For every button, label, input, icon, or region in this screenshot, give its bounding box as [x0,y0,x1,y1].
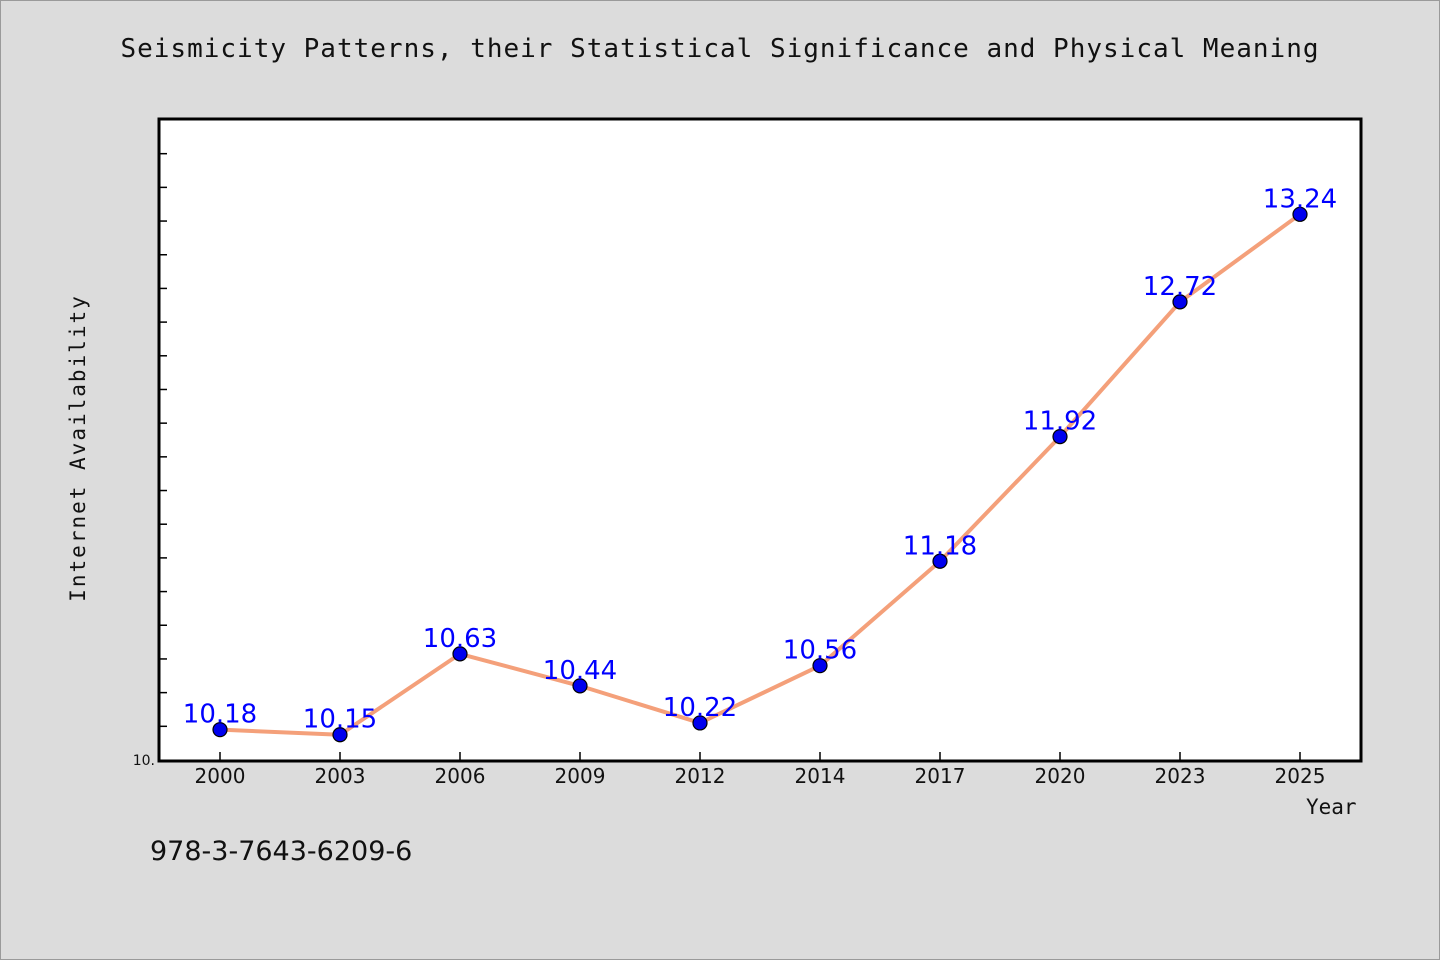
data-point [332,727,348,743]
x-tick-label: 2000 [195,764,246,788]
plot-area [157,117,1363,763]
data-label: 13.24 [1263,184,1337,214]
data-point [452,646,468,662]
x-tick-label: 2014 [795,764,846,788]
x-tick-label: 2017 [915,764,966,788]
isbn-text: 978-3-7643-6209-6 [150,836,413,867]
x-tick-label: 2009 [555,764,606,788]
data-label: 10.18 [183,700,257,730]
y-tick-label: 10. [133,753,155,769]
data-label: 11.92 [1023,407,1097,437]
x-tick-label: 2020 [1035,764,1086,788]
data-labels: 10.18 10.15 10.63 10.44 10.22 10.56 11.18 11.92… [183,184,1337,734]
data-label: 12.72 [1143,272,1217,302]
data-point [1172,294,1188,310]
data-label: 10.44 [543,656,617,686]
data-label: 10.15 [303,705,377,735]
x-tick-label: 2025 [1275,764,1326,788]
x-tick-label: 2023 [1155,764,1206,788]
data-points [212,206,1308,743]
data-point [1052,429,1068,445]
data-label: 10.63 [423,624,497,654]
x-axis-ticks: 2000 2003 2006 2009 2012 2014 2017 2020 2023 2025 [195,752,1326,788]
x-axis-label: Year [1306,795,1357,819]
data-label: 11.18 [903,531,977,561]
data-point [692,715,708,731]
x-tick-label: 2012 [675,764,726,788]
x-tick-label: 2006 [435,764,486,788]
data-label: 10.56 [783,636,857,666]
data-point [1292,206,1308,222]
data-point [572,678,588,694]
data-point [212,722,228,738]
y-axis-ticks: 10. [133,152,167,769]
data-point [932,553,948,569]
series-line [219,212,1302,737]
data-point [812,658,828,674]
x-tick-label: 2003 [315,764,366,788]
chart-title: Seismicity Patterns, their Statistical S… [120,34,1320,64]
data-label: 10.22 [663,693,737,723]
